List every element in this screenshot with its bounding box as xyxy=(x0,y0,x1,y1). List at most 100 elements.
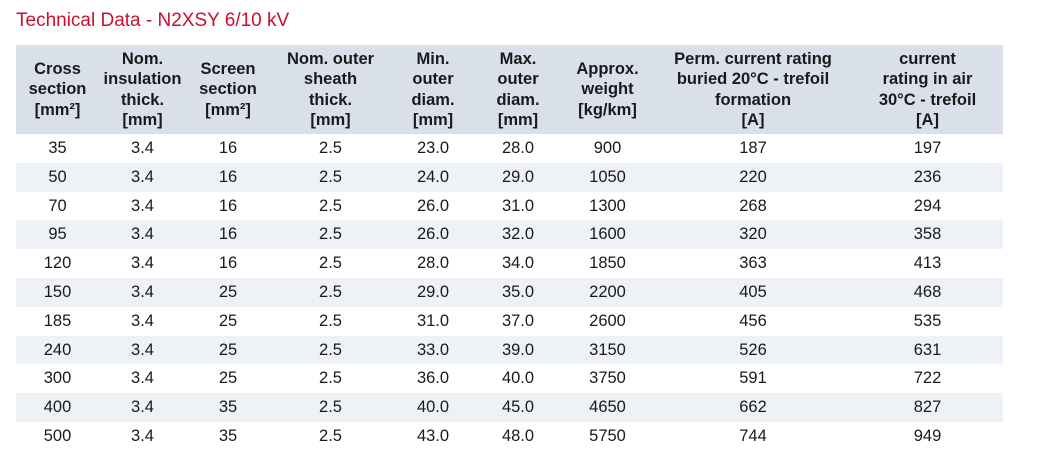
table-row: 300 3.4 25 2.5 36.0 40.0 3750 591 722 xyxy=(16,364,1003,394)
table-cell: 400 xyxy=(16,393,99,422)
table-row: 240 3.4 25 2.5 33.0 39.0 3150 526 631 xyxy=(16,335,1003,365)
table-header-row: Cross section [mm²] Nom. insulation thic… xyxy=(16,45,1003,134)
table-cell: 16 xyxy=(186,220,270,250)
column-header: Nom. outer sheath thick. [mm] xyxy=(270,45,391,134)
table-row: 35 3.4 16 2.5 23.0 28.0 900 187 197 xyxy=(16,134,1003,163)
table-cell: 37.0 xyxy=(475,306,561,336)
table-cell: 2600 xyxy=(561,306,654,336)
table-row: 500 3.4 35 2.5 43.0 48.0 5750 744 949 xyxy=(16,421,1003,451)
table-cell: 28.0 xyxy=(475,134,561,163)
table-cell: 95 xyxy=(16,220,99,250)
table-cell: 197 xyxy=(852,134,1003,163)
table-cell: 29.0 xyxy=(391,277,475,307)
table-cell: 1850 xyxy=(561,249,654,278)
table-cell: 526 xyxy=(654,335,852,365)
table-cell: 591 xyxy=(654,364,852,394)
table-cell: 3150 xyxy=(561,335,654,365)
table-cell: 48.0 xyxy=(475,421,561,451)
table-cell: 3.4 xyxy=(99,249,186,278)
table-cell: 3.4 xyxy=(99,306,186,336)
table-cell: 358 xyxy=(852,220,1003,250)
table-cell: 1300 xyxy=(561,191,654,221)
table-cell: 36.0 xyxy=(391,364,475,394)
table-cell: 631 xyxy=(852,335,1003,365)
table-row: 95 3.4 16 2.5 26.0 32.0 1600 320 358 xyxy=(16,220,1003,250)
table-cell: 2.5 xyxy=(270,277,391,307)
table-cell: 120 xyxy=(16,249,99,278)
table-cell: 2200 xyxy=(561,277,654,307)
table-cell: 3.4 xyxy=(99,364,186,394)
table-cell: 16 xyxy=(186,162,270,192)
table-cell: 16 xyxy=(186,191,270,221)
table-cell: 456 xyxy=(654,306,852,336)
table-cell: 2.5 xyxy=(270,306,391,336)
table-cell: 744 xyxy=(654,421,852,451)
table-cell: 2.5 xyxy=(270,220,391,250)
column-header: current rating in air 30°C - trefoil [A] xyxy=(852,45,1003,134)
table-cell: 35.0 xyxy=(475,277,561,307)
table-cell: 45.0 xyxy=(475,393,561,422)
table-row: 70 3.4 16 2.5 26.0 31.0 1300 268 294 xyxy=(16,191,1003,221)
table-cell: 3750 xyxy=(561,364,654,394)
technical-data-table: Cross section [mm²] Nom. insulation thic… xyxy=(16,45,1003,451)
table-cell: 535 xyxy=(852,306,1003,336)
table-cell: 25 xyxy=(186,306,270,336)
column-header: Approx. weight [kg/km] xyxy=(561,45,654,134)
table-cell: 23.0 xyxy=(391,134,475,163)
table-cell: 949 xyxy=(852,421,1003,451)
table-cell: 2.5 xyxy=(270,335,391,365)
table-row: 185 3.4 25 2.5 31.0 37.0 2600 456 535 xyxy=(16,306,1003,336)
table-cell: 3.4 xyxy=(99,220,186,250)
table-cell: 16 xyxy=(186,249,270,278)
table-cell: 25 xyxy=(186,364,270,394)
table-cell: 1050 xyxy=(561,162,654,192)
table-cell: 3.4 xyxy=(99,335,186,365)
table-cell: 150 xyxy=(16,277,99,307)
table-cell: 32.0 xyxy=(475,220,561,250)
table-cell: 405 xyxy=(654,277,852,307)
table-cell: 185 xyxy=(16,306,99,336)
table-cell: 187 xyxy=(654,134,852,163)
table-cell: 35 xyxy=(186,393,270,422)
table-cell: 413 xyxy=(852,249,1003,278)
table-cell: 34.0 xyxy=(475,249,561,278)
page-title: Technical Data - N2XSY 6/10 kV xyxy=(16,10,290,31)
table-cell: 35 xyxy=(16,134,99,163)
table-cell: 722 xyxy=(852,364,1003,394)
column-header: Min. outer diam. [mm] xyxy=(391,45,475,134)
table-cell: 40.0 xyxy=(391,393,475,422)
table-cell: 500 xyxy=(16,421,99,451)
table-cell: 3.4 xyxy=(99,393,186,422)
table-cell: 3.4 xyxy=(99,162,186,192)
table-cell: 827 xyxy=(852,393,1003,422)
table-cell: 363 xyxy=(654,249,852,278)
table-cell: 240 xyxy=(16,335,99,365)
table-cell: 468 xyxy=(852,277,1003,307)
table-cell: 236 xyxy=(852,162,1003,192)
table-cell: 25 xyxy=(186,335,270,365)
table-cell: 3.4 xyxy=(99,191,186,221)
table-row: 400 3.4 35 2.5 40.0 45.0 4650 662 827 xyxy=(16,393,1003,422)
table-row: 150 3.4 25 2.5 29.0 35.0 2200 405 468 xyxy=(16,277,1003,307)
table-cell: 31.0 xyxy=(391,306,475,336)
table-cell: 294 xyxy=(852,191,1003,221)
table-cell: 24.0 xyxy=(391,162,475,192)
column-header: Max. outer diam. [mm] xyxy=(475,45,561,134)
column-header: Screen section [mm²] xyxy=(186,45,270,134)
table-cell: 50 xyxy=(16,162,99,192)
table-cell: 2.5 xyxy=(270,249,391,278)
table-cell: 4650 xyxy=(561,393,654,422)
table-cell: 2.5 xyxy=(270,162,391,192)
table-cell: 16 xyxy=(186,134,270,163)
table-cell: 3.4 xyxy=(99,134,186,163)
table-cell: 25 xyxy=(186,277,270,307)
table-cell: 2.5 xyxy=(270,421,391,451)
table-row: 50 3.4 16 2.5 24.0 29.0 1050 220 236 xyxy=(16,162,1003,192)
table-cell: 29.0 xyxy=(475,162,561,192)
column-header: Cross section [mm²] xyxy=(16,45,99,134)
table-cell: 35 xyxy=(186,421,270,451)
table-cell: 300 xyxy=(16,364,99,394)
table-cell: 2.5 xyxy=(270,134,391,163)
table-cell: 2.5 xyxy=(270,393,391,422)
table-cell: 26.0 xyxy=(391,191,475,221)
